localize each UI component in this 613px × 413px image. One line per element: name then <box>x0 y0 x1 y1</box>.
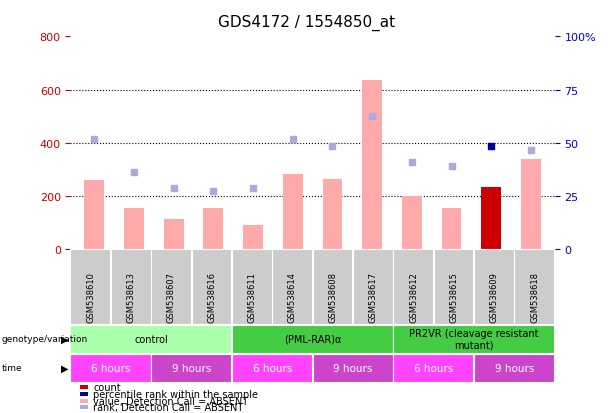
Point <box>526 147 536 154</box>
Text: value, Detection Call = ABSENT: value, Detection Call = ABSENT <box>93 396 248 406</box>
Bar <box>243 226 263 250</box>
Point <box>327 143 337 150</box>
Text: GSM538612: GSM538612 <box>409 272 418 323</box>
Text: GSM538618: GSM538618 <box>530 272 539 323</box>
Point <box>486 143 496 150</box>
Text: percentile rank within the sample: percentile rank within the sample <box>93 389 258 399</box>
Point <box>367 114 377 120</box>
Bar <box>85 181 104 250</box>
Text: control: control <box>134 334 168 344</box>
Point <box>447 163 457 169</box>
Text: GSM538610: GSM538610 <box>86 272 95 323</box>
Text: ▶: ▶ <box>61 363 68 373</box>
Bar <box>402 197 422 250</box>
Bar <box>283 174 303 250</box>
Bar <box>164 219 184 250</box>
Bar <box>362 81 382 250</box>
Text: 6 hours: 6 hours <box>414 363 454 373</box>
Text: 9 hours: 9 hours <box>333 363 373 373</box>
Point <box>288 136 298 143</box>
Text: GSM538607: GSM538607 <box>167 272 176 323</box>
Text: count: count <box>93 382 121 392</box>
Text: 6 hours: 6 hours <box>253 363 292 373</box>
Point <box>407 159 417 166</box>
Bar <box>521 159 541 250</box>
Point <box>248 185 258 192</box>
Text: GDS4172 / 1554850_at: GDS4172 / 1554850_at <box>218 14 395 31</box>
Text: time: time <box>2 363 23 373</box>
Text: GSM538613: GSM538613 <box>126 272 135 323</box>
Point <box>129 169 139 176</box>
Bar <box>204 209 223 250</box>
Bar <box>441 209 462 250</box>
Text: 9 hours: 9 hours <box>172 363 211 373</box>
Text: GSM538617: GSM538617 <box>368 272 378 323</box>
Bar <box>481 188 501 250</box>
Text: GSM538608: GSM538608 <box>329 272 337 323</box>
Text: rank, Detection Call = ABSENT: rank, Detection Call = ABSENT <box>93 402 243 412</box>
Text: GSM538614: GSM538614 <box>288 272 297 323</box>
Text: genotype/variation: genotype/variation <box>2 335 88 344</box>
Text: GSM538615: GSM538615 <box>449 272 459 323</box>
Point <box>89 136 99 143</box>
Text: GSM538616: GSM538616 <box>207 272 216 323</box>
Text: PR2VR (cleavage resistant
mutant): PR2VR (cleavage resistant mutant) <box>409 328 539 350</box>
Text: GSM538609: GSM538609 <box>490 272 499 323</box>
Text: GSM538611: GSM538611 <box>248 272 257 323</box>
Bar <box>124 209 144 250</box>
Text: 9 hours: 9 hours <box>495 363 534 373</box>
Text: ▶: ▶ <box>61 334 68 344</box>
Text: (PML-RAR)α: (PML-RAR)α <box>284 334 341 344</box>
Point <box>208 188 218 195</box>
Point <box>169 185 178 192</box>
Text: 6 hours: 6 hours <box>91 363 131 373</box>
Bar <box>322 179 343 250</box>
